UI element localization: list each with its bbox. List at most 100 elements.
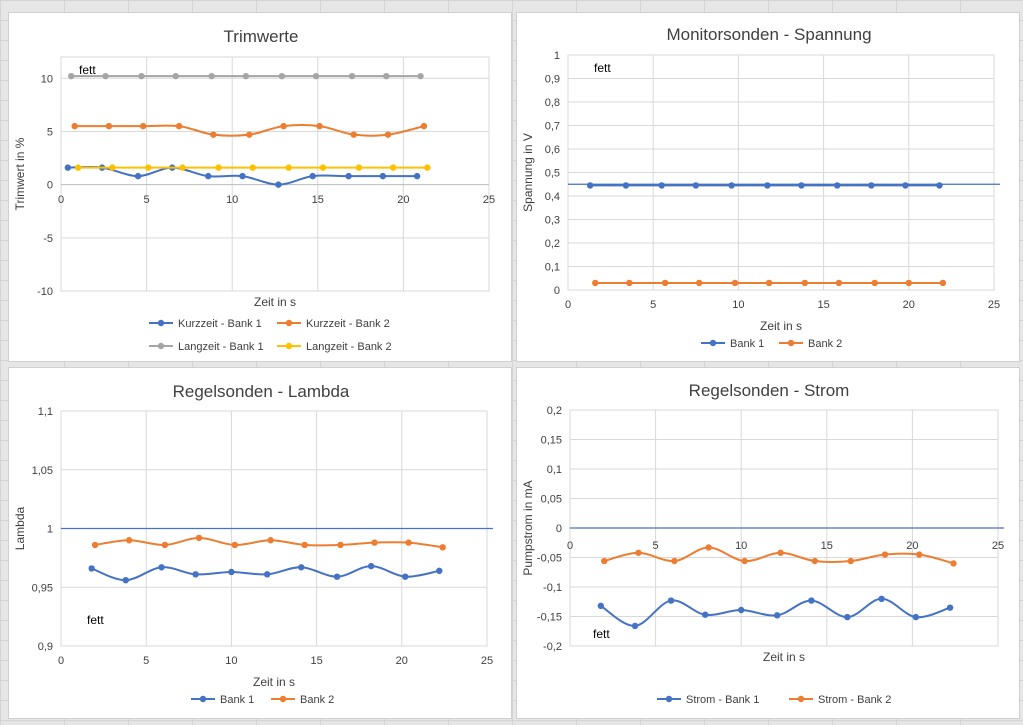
data-point (738, 606, 745, 614)
data-point (705, 544, 712, 551)
data-point (179, 164, 186, 171)
y-tick-label: 0,9 (38, 641, 53, 653)
data-point (939, 279, 947, 287)
data-point (68, 72, 75, 80)
data-point (413, 172, 421, 180)
legend-swatch-marker (285, 342, 293, 350)
data-point (312, 72, 320, 80)
y-tick-label: 0,2 (545, 238, 560, 250)
data-point (661, 279, 669, 287)
data-point (881, 551, 889, 558)
data-point (125, 537, 133, 544)
x-axis-title: Zeit in s (253, 675, 295, 689)
x-tick-label: 10 (225, 655, 237, 667)
data-point (402, 573, 409, 580)
x-tick-label: 20 (903, 299, 915, 311)
x-axis-title: Zeit in s (760, 319, 802, 333)
y-tick-label: 0,1 (545, 262, 560, 274)
data-point (728, 182, 735, 189)
y-tick-label: 10 (41, 73, 53, 85)
x-tick-label: 5 (143, 655, 149, 667)
y-tick-label: 1 (47, 524, 53, 536)
y-tick-label: 0 (554, 285, 560, 297)
data-point (405, 539, 412, 546)
x-tick-label: 25 (988, 299, 1000, 311)
data-point (134, 172, 142, 180)
data-point (105, 122, 113, 130)
data-point (298, 564, 305, 571)
data-point (333, 573, 341, 580)
chart-trimwerte[interactable]: Trimwerte 10 5 0 -5 -10 0 5 10 15 20 25 Zeit in s Tri… (8, 12, 512, 362)
y-tick-label: -0,2 (543, 641, 562, 653)
chart-monitorsonden-spannung[interactable]: Monitorsonden - Spannung 1 0,9 0,8 0,7 0,6 0,5… (516, 12, 1020, 362)
y-tick-label: -0,1 (543, 582, 562, 594)
legend-swatch-marker (199, 695, 207, 703)
y-tick-label: 0,1 (547, 464, 562, 476)
y-tick-label: -5 (43, 233, 53, 245)
data-point (417, 72, 424, 80)
x-tick-label: 0 (565, 299, 571, 311)
data-point (424, 164, 431, 171)
data-point (801, 279, 809, 287)
legend-swatch-marker (157, 319, 165, 327)
legend-label: Kurzzeit - Bank 1 (178, 318, 262, 330)
x-tick-label: 10 (735, 540, 747, 552)
legend-label: Bank 2 (808, 338, 842, 350)
data-point (275, 181, 282, 188)
data-point (384, 131, 392, 138)
chart-strom-svg: Regelsonden - Strom 0,2 0,15 0,1 0,05 0 -0,05 -… (521, 381, 1004, 706)
data-point (798, 182, 805, 189)
data-point (210, 131, 217, 138)
data-point (139, 122, 147, 130)
data-point (871, 279, 878, 287)
data-point (439, 544, 446, 551)
data-point (122, 577, 129, 584)
data-point (172, 72, 179, 80)
y-tick-label: 0,7 (545, 121, 560, 133)
x-tick-label: 20 (397, 194, 409, 206)
data-point (383, 72, 390, 80)
y-tick-label: 0,4 (545, 191, 560, 203)
y-tick-label: 1,05 (32, 465, 53, 477)
chart-title: Monitorsonden - Spannung (666, 25, 871, 44)
chart-regelsonden-lambda[interactable]: Regelsonden - Lambda 1,1 1,05 1 0,95 0,9 0 5 10 1… (8, 367, 512, 719)
data-point (371, 539, 378, 546)
data-point (905, 279, 912, 287)
data-point (102, 72, 109, 80)
annotation-text: fett (593, 627, 610, 641)
data-point (145, 164, 152, 171)
data-point (161, 541, 169, 549)
legend-swatch-marker (279, 695, 287, 703)
y-axis-title: Spannung in V (521, 133, 535, 212)
data-point (946, 604, 954, 611)
data-point (249, 164, 256, 171)
y-tick-label: 1 (554, 50, 560, 62)
data-point (586, 182, 594, 189)
data-point (420, 122, 428, 130)
y-tick-label: 0 (47, 180, 53, 192)
chart-regelsonden-strom[interactable]: Regelsonden - Strom 0,2 0,15 0,1 0,05 0 -0,05 -… (516, 367, 1020, 719)
x-tick-label: 20 (906, 540, 918, 552)
data-point (242, 72, 250, 80)
data-point (285, 164, 292, 171)
data-point (696, 279, 703, 287)
legend-label: Strom - Bank 2 (818, 694, 891, 706)
data-point (936, 182, 943, 189)
data-point (835, 279, 843, 287)
legend-swatch-marker (797, 695, 805, 703)
series-line (600, 597, 951, 627)
x-tick-label: 20 (396, 655, 408, 667)
legend-label: Bank 2 (300, 694, 334, 706)
data-point (692, 182, 699, 189)
y-tick-label: 0,95 (32, 582, 53, 594)
legend-label: Kurzzeit - Bank 2 (306, 318, 390, 330)
data-point (379, 172, 387, 180)
y-tick-label: 0,8 (545, 97, 560, 109)
x-tick-label: 15 (312, 194, 324, 206)
data-point (597, 602, 605, 610)
x-axis-title: Zeit in s (254, 295, 296, 309)
data-point (345, 172, 352, 180)
y-tick-label: 0,05 (541, 494, 562, 506)
data-point (319, 164, 327, 171)
y-tick-label: 0,2 (547, 405, 562, 417)
